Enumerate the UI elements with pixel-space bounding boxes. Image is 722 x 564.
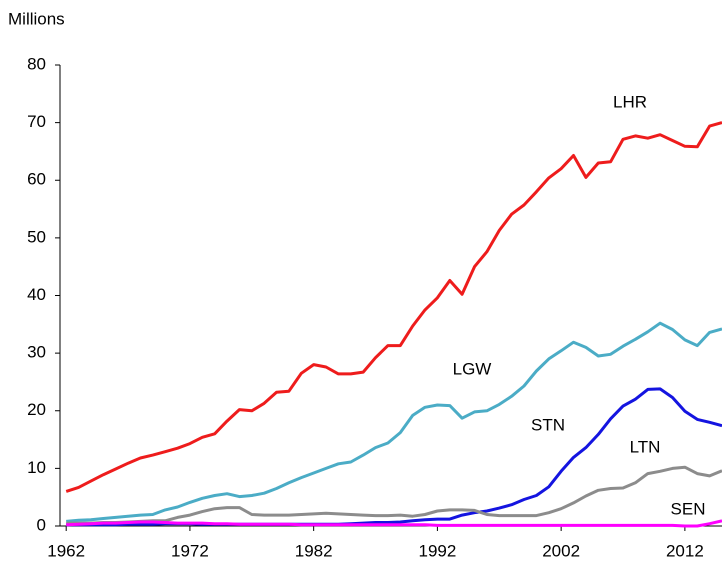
y-axis-label: Millions — [8, 9, 65, 28]
series-line — [66, 321, 722, 523]
x-tick-label: 1992 — [418, 541, 456, 560]
y-tick-label: 30 — [27, 343, 46, 362]
series-label: LTN — [630, 437, 661, 456]
y-tick-label: 60 — [27, 170, 46, 189]
series-label: LGW — [453, 359, 492, 378]
series-label: LHR — [613, 92, 647, 111]
y-tick-label: 40 — [27, 285, 46, 304]
x-tick-label: 1982 — [295, 541, 333, 560]
series-label: STN — [531, 415, 565, 434]
series-line — [65, 121, 722, 493]
x-tick-label: 1962 — [47, 541, 85, 560]
y-tick-label: 20 — [27, 400, 46, 419]
series-line — [66, 519, 722, 528]
x-tick-label: 2012 — [666, 541, 704, 560]
y-tick-label: 10 — [27, 458, 46, 477]
x-tick-label: 1972 — [171, 541, 209, 560]
series-label: SEN — [671, 499, 706, 518]
y-tick-label: 80 — [27, 54, 46, 73]
x-tick-label: 2002 — [542, 541, 580, 560]
series-line — [66, 465, 722, 525]
series-line — [66, 387, 722, 527]
y-tick-label: 70 — [27, 112, 46, 131]
y-tick-label: 50 — [27, 227, 46, 246]
y-tick-label: 0 — [37, 515, 46, 534]
